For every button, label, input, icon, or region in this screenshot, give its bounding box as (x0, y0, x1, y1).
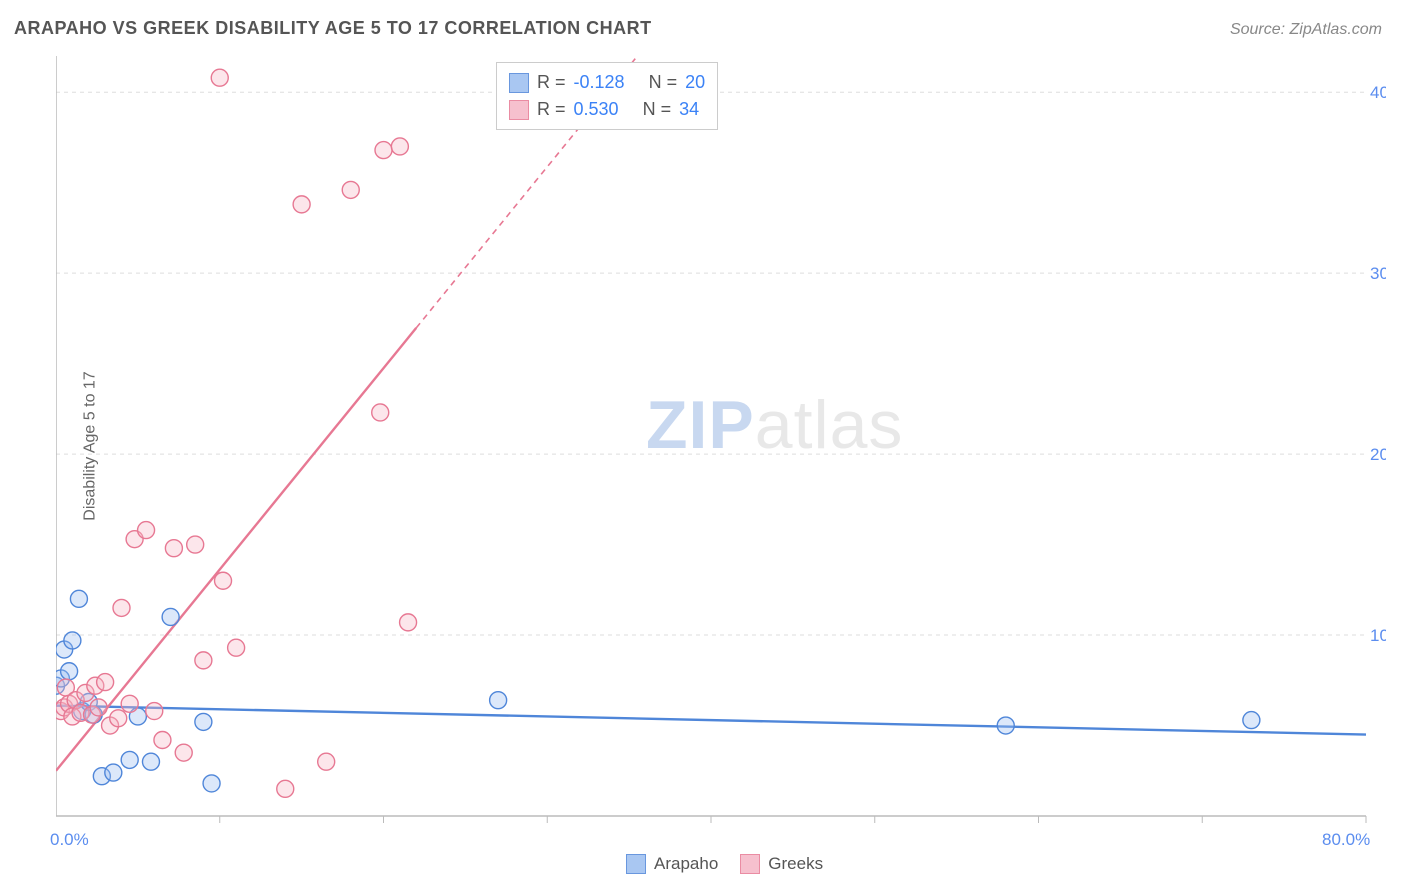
data-point (64, 632, 81, 649)
legend-series-name: Arapaho (654, 854, 718, 874)
data-point (215, 572, 232, 589)
data-point (293, 196, 310, 213)
data-point (138, 522, 155, 539)
data-point (105, 764, 122, 781)
scatter-chart: 10.0% 20.0% 30.0% 40.0% (56, 56, 1386, 836)
data-point (997, 717, 1014, 734)
data-point (490, 692, 507, 709)
data-point (228, 639, 245, 656)
legend-bottom: Arapaho Greeks (626, 854, 823, 874)
y-tick-label: 30.0% (1370, 264, 1386, 283)
data-point (165, 540, 182, 557)
y-tick-label: 40.0% (1370, 83, 1386, 102)
legend-r-label: R = (537, 69, 566, 96)
legend-r-label: R = (537, 96, 566, 123)
legend-stats-row: R = 0.530 N = 34 (509, 96, 705, 123)
x-axis-end-label: 80.0% (1322, 830, 1370, 850)
x-axis-start-label: 0.0% (50, 830, 89, 850)
data-point (1243, 712, 1260, 729)
legend-n-value: 20 (685, 69, 705, 96)
data-point (375, 142, 392, 159)
data-point (175, 744, 192, 761)
data-point (277, 780, 294, 797)
data-point (195, 713, 212, 730)
legend-n-value: 34 (679, 96, 699, 123)
data-point (162, 608, 179, 625)
data-point (154, 732, 171, 749)
source-label: Source: ZipAtlas.com (1230, 21, 1382, 39)
data-point (203, 775, 220, 792)
legend-item: Arapaho (626, 854, 718, 874)
data-point (342, 181, 359, 198)
legend-stats-row: R = -0.128 N = 20 (509, 69, 705, 96)
data-point (113, 599, 130, 616)
legend-swatch (509, 73, 529, 93)
data-point (318, 753, 335, 770)
data-point (90, 699, 107, 716)
data-point (97, 674, 114, 691)
data-point (372, 404, 389, 421)
legend-series-name: Greeks (768, 854, 823, 874)
data-point (195, 652, 212, 669)
data-point (187, 536, 204, 553)
data-point (121, 751, 138, 768)
legend-n-label: N = (649, 69, 678, 96)
data-point (391, 138, 408, 155)
data-point (211, 69, 228, 86)
data-point (400, 614, 417, 631)
legend-n-label: N = (643, 96, 672, 123)
legend-stats-box: R =-0.128N =20R =0.530N =34 (496, 62, 718, 130)
legend-r-value: -0.128 (574, 69, 625, 96)
data-point (61, 663, 78, 680)
trend-line (56, 706, 1366, 735)
y-tick-label: 10.0% (1370, 626, 1386, 645)
plot-area: Disability Age 5 to 17 ZIPatlas 10.0%20.… (56, 56, 1386, 836)
chart-title: ARAPAHO VS GREEK DISABILITY AGE 5 TO 17 … (14, 18, 652, 39)
data-point (142, 753, 159, 770)
data-point (110, 710, 127, 727)
y-tick-label: 20.0% (1370, 445, 1386, 464)
legend-swatch (626, 854, 646, 874)
legend-item: Greeks (740, 854, 823, 874)
legend-r-value: 0.530 (574, 96, 619, 123)
legend-swatch (509, 100, 529, 120)
trend-line (56, 328, 416, 771)
data-point (146, 703, 163, 720)
data-point (70, 590, 87, 607)
data-point (121, 695, 138, 712)
legend-swatch (740, 854, 760, 874)
